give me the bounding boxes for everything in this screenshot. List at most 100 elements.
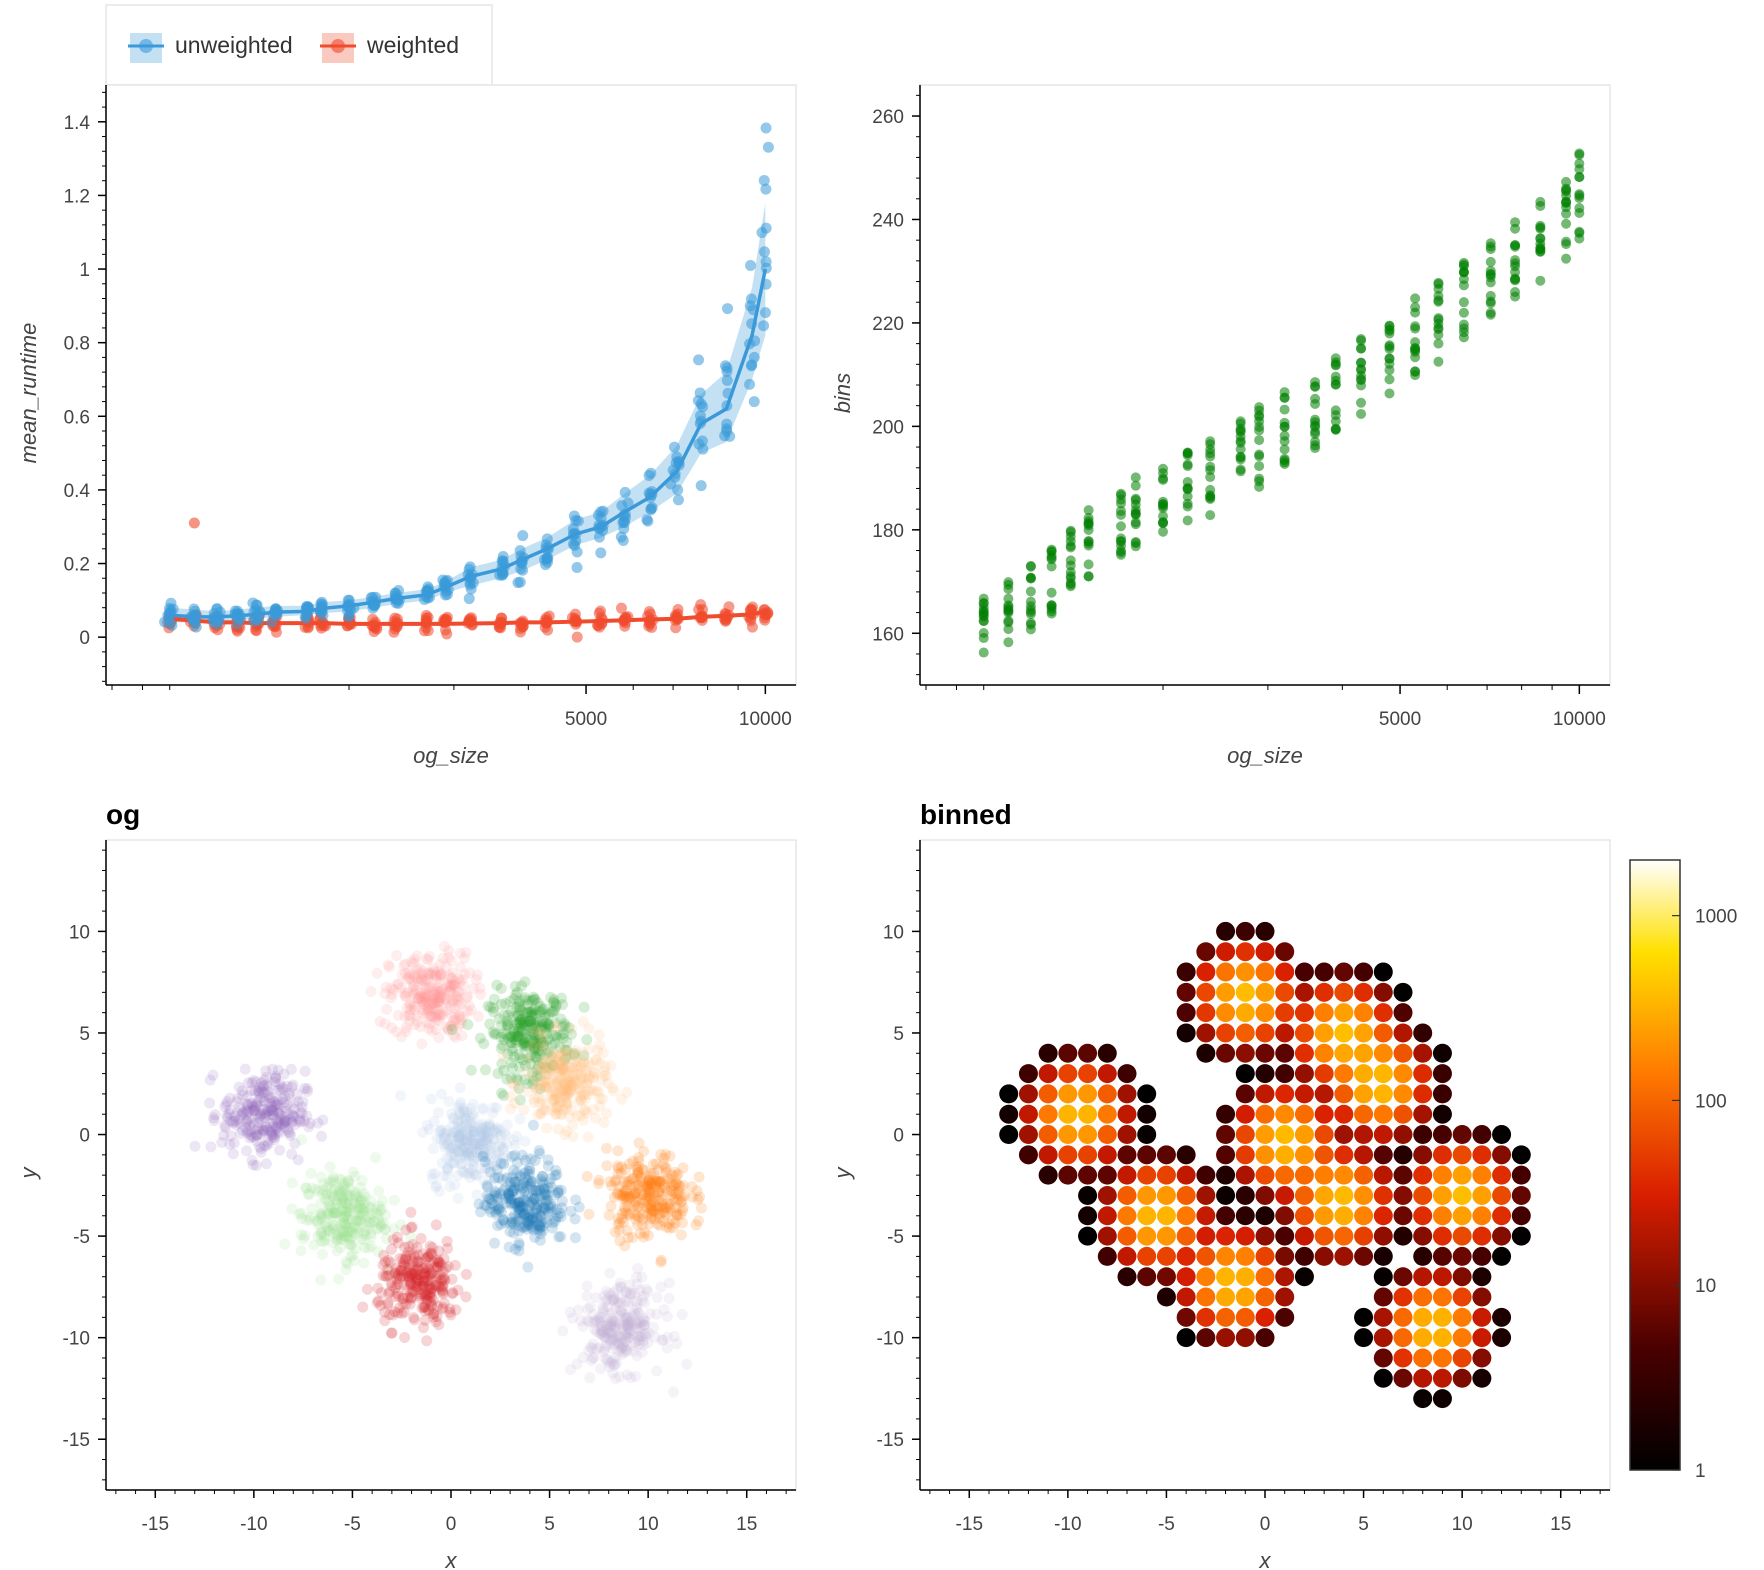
og-cluster-point <box>392 978 404 990</box>
unweighted-point <box>615 531 627 543</box>
og-cluster-point <box>445 1020 457 1032</box>
binned-point <box>1452 1267 1472 1287</box>
bins-point <box>1410 302 1421 313</box>
og-cluster-point <box>408 987 420 999</box>
bins-point <box>1046 544 1057 555</box>
binned-point <box>1018 1104 1038 1124</box>
binned-point <box>1314 1104 1334 1124</box>
og-cluster-point <box>564 1111 576 1123</box>
og-cluster-point <box>552 1076 564 1088</box>
og-cluster-point <box>384 961 396 973</box>
binned-point <box>1393 1226 1413 1246</box>
og-cluster-point <box>398 987 410 999</box>
og-cluster-point <box>447 967 459 979</box>
og-cluster-point <box>550 999 562 1011</box>
og-cluster-point <box>442 1242 454 1254</box>
og-cluster-point <box>557 1021 569 1033</box>
bins-point <box>1458 267 1469 278</box>
binned-point <box>1216 1165 1236 1185</box>
y-tick-label: 1.4 <box>64 113 91 134</box>
binned-point <box>1137 1226 1157 1246</box>
og-cluster-point <box>417 998 429 1010</box>
og-cluster-point <box>408 1314 420 1326</box>
binned-point <box>1235 1246 1255 1266</box>
og-cluster-point <box>534 1224 546 1236</box>
legend-entry-weighted[interactable]: weighted <box>320 32 459 63</box>
bins-point <box>1279 430 1290 441</box>
binned-panel-title: binned <box>920 799 1012 830</box>
og-cluster-point <box>564 1077 576 1089</box>
bins-point <box>1510 217 1521 228</box>
binned-point <box>1275 962 1295 982</box>
og-cluster-point <box>615 1332 627 1344</box>
og-cluster-point <box>267 1063 279 1075</box>
og-cluster-point <box>555 1059 567 1071</box>
og-cluster-point <box>550 1061 562 1073</box>
og-cluster-point <box>456 974 468 986</box>
binned-point <box>1058 1145 1078 1165</box>
og-cluster-point <box>526 1010 538 1022</box>
binned-point <box>1452 1287 1472 1307</box>
y-tick-label: 200 <box>872 417 904 438</box>
og-cluster-point <box>347 1166 359 1178</box>
og-cluster-point <box>532 997 544 1009</box>
bins-point <box>1083 540 1094 551</box>
og-cluster-point <box>317 1184 329 1196</box>
og-cluster-point <box>412 993 424 1005</box>
og-cluster-point <box>512 1030 524 1042</box>
binned-point <box>1137 1104 1157 1124</box>
unweighted-point <box>760 256 772 268</box>
og-cluster-point <box>405 1222 417 1234</box>
bins-point <box>1158 499 1169 510</box>
binned-point <box>1354 1084 1374 1104</box>
og-cluster-point <box>555 1013 567 1025</box>
og-cluster-point <box>496 1019 508 1031</box>
og-cluster-point <box>543 1008 555 1020</box>
og-cluster-point <box>283 1087 295 1099</box>
bins-point <box>1561 197 1572 208</box>
bins-point <box>1310 428 1321 439</box>
legend-entry-unweighted[interactable]: unweighted <box>128 32 293 63</box>
y-tick-label: 0.4 <box>64 481 91 502</box>
bins-point <box>1510 241 1521 252</box>
og-cluster-point <box>557 1062 569 1074</box>
binned-point <box>1314 1125 1334 1145</box>
og-cluster-point <box>578 1057 590 1069</box>
og-cluster-point <box>424 981 436 993</box>
binned-point <box>1511 1165 1531 1185</box>
og-cluster-point <box>443 997 455 1009</box>
binned-point <box>1452 1165 1472 1185</box>
og-cluster-point <box>510 1036 522 1048</box>
binned-point <box>1255 1064 1275 1084</box>
binned-point <box>1354 1064 1374 1084</box>
og-cluster-point <box>532 1029 544 1041</box>
binned-point <box>1393 1307 1413 1327</box>
og-cluster-point <box>581 1034 593 1046</box>
og-cluster-point <box>528 1036 540 1048</box>
og-cluster-point <box>421 982 433 994</box>
og-cluster-point <box>428 997 440 1009</box>
y-tick-label: 1 <box>79 260 90 281</box>
og-cluster-point <box>431 1003 443 1015</box>
og-cluster-point <box>460 1268 472 1280</box>
og-cluster-point <box>548 1078 560 1090</box>
og-cluster-point <box>524 1006 536 1018</box>
og-cluster-point <box>531 1019 543 1031</box>
og-cluster-point <box>615 1167 627 1179</box>
binned-point <box>1216 942 1236 962</box>
og-cluster-point <box>429 988 441 1000</box>
og-cluster-point <box>459 968 471 980</box>
og-cluster-point <box>340 1256 352 1268</box>
og-cluster-point <box>454 1010 466 1022</box>
binned-point <box>1117 1064 1137 1084</box>
og-cluster-point <box>505 1005 517 1017</box>
unweighted-point <box>760 183 772 195</box>
og-cluster-point <box>578 1073 590 1085</box>
og-cluster-point <box>505 1030 517 1042</box>
binned-point <box>1176 962 1196 982</box>
og-cluster-point <box>511 1017 523 1029</box>
og-cluster-point <box>216 1136 228 1148</box>
og-cluster-point <box>409 1019 421 1031</box>
binned-point <box>1235 982 1255 1002</box>
